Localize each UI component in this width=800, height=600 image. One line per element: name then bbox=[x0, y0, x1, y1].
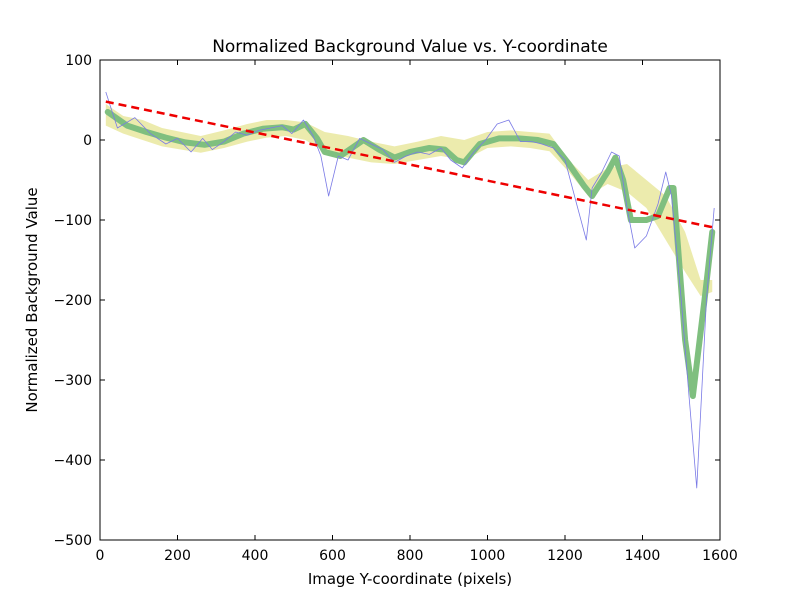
x-tick-label: 1200 bbox=[547, 548, 583, 564]
chart-title: Normalized Background Value vs. Y-coordi… bbox=[212, 37, 608, 57]
x-tick-label: 1400 bbox=[625, 548, 661, 564]
y-tick-label: −100 bbox=[54, 213, 92, 229]
series-smoothed-line bbox=[104, 109, 716, 399]
x-axis-label: Image Y-coordinate (pixels) bbox=[308, 570, 512, 588]
x-tick-label: 200 bbox=[164, 548, 191, 564]
x-tick-label: 600 bbox=[319, 548, 346, 564]
y-tick-label: 0 bbox=[83, 133, 92, 149]
y-tick-label: −300 bbox=[54, 373, 92, 389]
series-raw-line bbox=[105, 91, 715, 489]
y-tick-label: −500 bbox=[54, 533, 92, 549]
y-tick-label: −200 bbox=[54, 293, 92, 309]
x-tick-label: 0 bbox=[96, 548, 105, 564]
x-tick-label: 1000 bbox=[470, 548, 506, 564]
x-tick-label: 1600 bbox=[702, 548, 738, 564]
y-tick-label: −400 bbox=[54, 453, 92, 469]
x-tick-label: 400 bbox=[242, 548, 269, 564]
y-tick-label: 100 bbox=[65, 53, 92, 69]
y-axis-label: Normalized Background Value bbox=[23, 187, 41, 412]
x-tick-label: 800 bbox=[397, 548, 424, 564]
plot-area bbox=[104, 91, 717, 489]
